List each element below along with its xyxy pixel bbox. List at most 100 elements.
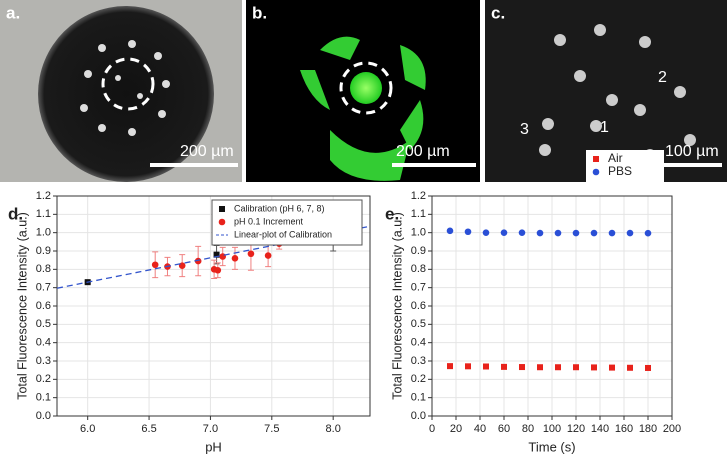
point [501,363,507,370]
legend-swatch [218,218,226,226]
y-tick-label: 0.0 [36,410,51,422]
point [572,229,580,237]
point [573,364,579,371]
y-tick-label: 1.1 [36,208,51,220]
y-tick-label: 0.4 [36,337,51,349]
y-tick-label: 0.7 [411,282,426,294]
legend-label: PBS [608,164,632,178]
point [213,251,220,258]
marker-label: 2 [658,69,667,86]
point [464,228,472,236]
legend-swatch [219,206,225,212]
point [247,250,255,258]
y-tick-label: 0.3 [36,355,51,367]
panel-label: c. [491,3,505,22]
x-tick-label: 180 [639,423,657,435]
panel-label: e. [385,204,399,223]
point [447,363,453,370]
point [590,229,598,237]
point [214,266,222,274]
panel-label: b. [252,3,267,22]
y-tick-label: 1.1 [411,208,426,220]
point [608,229,616,237]
point [645,364,651,371]
y-axis-label: Total Fluorescence Intensity (a.u.) [390,212,404,400]
image-a: a. 200 µm [0,0,242,182]
y-tick-label: 1.2 [36,190,51,202]
y-tick-label: 0.8 [411,263,426,275]
marker-label: 3 [520,121,529,138]
y-tick-label: 0.2 [36,373,51,385]
image-b: b. 200 µm [246,0,480,182]
y-tick-label: 0.0 [411,410,426,422]
x-tick-label: 6.0 [80,423,95,435]
legend-box [586,150,664,182]
x-tick-label: 8.0 [326,423,341,435]
point [555,364,561,371]
point [446,227,454,235]
y-tick-label: 0.1 [411,392,426,404]
point [644,229,652,237]
scale-label: 200 µm [396,143,450,160]
plot-frame [431,195,673,417]
y-tick-label: 0.9 [411,245,426,257]
y-tick-label: 1.0 [36,227,51,239]
x-tick-label: 7.0 [203,423,218,435]
point [591,364,597,371]
point [219,253,227,260]
y-tick-label: 0.2 [411,373,426,385]
x-tick-label: 0 [429,423,435,435]
x-tick-label: 7.5 [264,423,279,435]
point [151,261,159,269]
y-tick-label: 0.8 [36,263,51,275]
x-tick-label: 200 [663,423,681,435]
point [554,229,562,237]
legend-label: Calibration (pH 6, 7, 8) [234,203,325,213]
legend-label: Air [608,151,623,165]
point [231,255,239,262]
x-tick-label: 120 [567,423,585,435]
point [483,363,489,370]
point [465,363,471,370]
y-tick-label: 0.7 [36,282,51,294]
x-tick-label: 20 [450,423,462,435]
point [519,364,525,371]
panel-label: a. [6,3,20,22]
point [500,229,508,236]
point [609,364,615,371]
legend-label: Linear-plot of Calibration [234,229,332,239]
y-tick-label: 0.5 [411,318,426,330]
plot-frame [56,195,371,417]
y-tick-label: 0.4 [411,337,426,349]
point [518,229,526,236]
x-tick-label: 40 [474,423,486,435]
scale-label: 100 µm [665,143,719,160]
legend-swatch [592,168,600,176]
x-tick-label: 100 [543,423,561,435]
x-tick-label: 60 [498,423,510,435]
x-tick-label: 80 [522,423,534,435]
scale-label: 200 µm [180,143,234,160]
y-tick-label: 0.5 [36,318,51,330]
panel-label: d. [8,204,23,223]
y-axis-label: Total Fluorescence Intensity (a.u.) [15,212,29,400]
y-tick-label: 0.3 [411,355,426,367]
x-axis-label: Time (s) [528,439,575,454]
point [626,229,634,237]
legend-label: pH 0.1 Increment [234,216,304,226]
y-tick-label: 0.6 [411,300,426,312]
y-tick-label: 0.1 [36,392,51,404]
x-axis-label: pH [205,439,222,454]
y-tick-label: 0.6 [36,300,51,312]
point [536,229,544,237]
legend-box [211,199,363,246]
y-tick-label: 0.9 [36,245,51,257]
point [264,252,272,259]
point [537,364,543,371]
marker-label: 1 [600,119,609,136]
x-tick-label: 160 [615,423,633,435]
x-tick-label: 6.5 [141,423,156,435]
legend-swatch [593,156,599,162]
x-tick-label: 140 [591,423,609,435]
